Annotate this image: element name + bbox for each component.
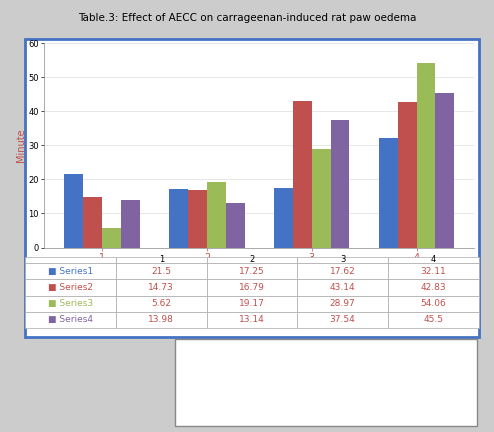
Bar <box>312 149 330 248</box>
Bar <box>102 229 121 248</box>
Bar <box>207 182 226 248</box>
Bar <box>330 120 349 248</box>
Bar <box>293 101 312 248</box>
Bar <box>416 64 435 248</box>
Bar <box>169 189 188 248</box>
Bar <box>379 138 398 248</box>
Text: Table.3: Effect of AECC on carrageenan-induced rat paw oedema: Table.3: Effect of AECC on carrageenan-i… <box>78 13 416 23</box>
Text: Series 1: Vehicle: Series 1: Vehicle <box>237 351 335 361</box>
Text: Series 3: AECC (100): Series 3: AECC (100) <box>237 392 358 402</box>
Bar <box>83 197 102 248</box>
Bar <box>188 191 207 248</box>
Bar <box>274 187 293 248</box>
Bar <box>435 92 454 248</box>
Bar <box>226 203 245 248</box>
Y-axis label: Minute: Minute <box>15 129 26 162</box>
Text: Series 4: AECC (300): Series 4: AECC (300) <box>237 412 358 422</box>
Bar <box>64 175 83 248</box>
Bar <box>398 102 416 248</box>
Text: Series 2: Pentazocine (10): Series 2: Pentazocine (10) <box>237 371 392 381</box>
Bar <box>121 200 140 248</box>
